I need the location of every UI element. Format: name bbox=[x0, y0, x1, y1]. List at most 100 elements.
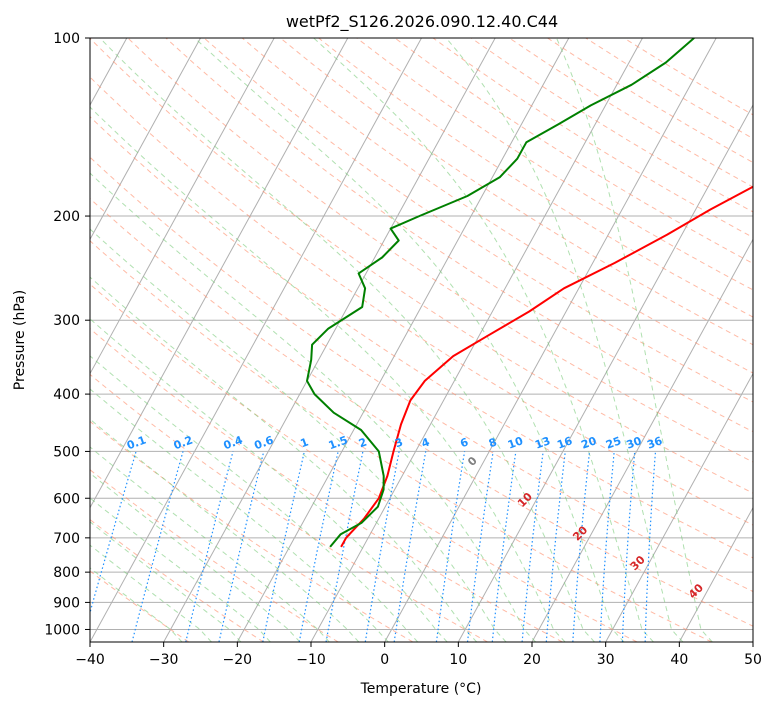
moist-adiabat-line bbox=[90, 497, 271, 642]
isotherm-line bbox=[752, 640, 753, 642]
dry-adiabat-line bbox=[585, 38, 753, 140]
moist-adiabat-line bbox=[90, 355, 419, 642]
mixing-ratio-label: 30 bbox=[625, 434, 644, 452]
plot-frame bbox=[89, 37, 754, 643]
y-tick-label: 1000 bbox=[44, 622, 80, 638]
mixing-ratio-line bbox=[218, 451, 265, 642]
x-tick-label: 30 bbox=[597, 652, 615, 668]
y-tick-label: 400 bbox=[53, 387, 80, 403]
dry-adiabat-line bbox=[280, 38, 753, 346]
plot-area: -100-90-80-70-60-50-40-30-20-100.10.20.4… bbox=[90, 38, 753, 642]
mixing-ratio-line bbox=[298, 451, 339, 642]
moist-adiabat-line bbox=[90, 228, 507, 642]
mixing-ratio-label: 0.2 bbox=[172, 433, 195, 452]
dry-adiabat-line bbox=[90, 116, 753, 559]
moist-adiabat-line bbox=[313, 38, 654, 642]
moist-adiabat-line bbox=[194, 38, 625, 642]
mixing-ratio-label: 4 bbox=[420, 435, 432, 450]
isotherm-line bbox=[531, 238, 753, 642]
x-axis-label: Temperature (°C) bbox=[360, 681, 482, 697]
isotherm-line bbox=[90, 38, 275, 375]
isotherm-line bbox=[678, 506, 753, 642]
mixing-ratio-label: 0.4 bbox=[222, 433, 245, 452]
x-tick-label: 40 bbox=[670, 652, 688, 668]
dry-adiabat-line bbox=[356, 38, 753, 291]
y-tick-label: 800 bbox=[53, 565, 80, 581]
dry-adiabat-line bbox=[90, 570, 190, 642]
isotherm-line bbox=[90, 38, 422, 642]
mixing-ratio-line bbox=[393, 451, 427, 642]
mixing-ratio-label: 8 bbox=[487, 436, 499, 451]
mixing-ratio-label: 36 bbox=[645, 434, 664, 452]
moist-adiabat-line bbox=[99, 38, 595, 642]
moist-adiabat-line bbox=[90, 418, 360, 642]
dry-adiabat-line bbox=[432, 38, 753, 238]
mixing-ratio-line bbox=[491, 451, 517, 642]
dry-adiabat-line bbox=[90, 240, 712, 642]
mixing-ratio-line bbox=[572, 451, 591, 642]
moist-adiabat-line bbox=[90, 276, 478, 642]
mixing-ratio-label: 2 bbox=[357, 436, 369, 451]
isotherm-line bbox=[236, 38, 570, 642]
mixing-ratio-line bbox=[185, 451, 234, 642]
isotherm-line bbox=[90, 38, 349, 509]
dry-adiabat-line bbox=[90, 156, 753, 593]
mixing-ratio-label: 13 bbox=[533, 434, 552, 451]
dry-adiabat-line bbox=[90, 197, 753, 627]
mixing-ratio-label: 10 bbox=[506, 434, 525, 452]
moist-adiabat-line bbox=[90, 544, 212, 642]
moist-adiabat-line bbox=[445, 38, 684, 642]
moist-adiabat-line bbox=[90, 446, 330, 642]
dry-adiabat-line bbox=[241, 38, 753, 374]
y-tick-label: 600 bbox=[53, 491, 80, 507]
dry-adiabat-line bbox=[165, 38, 753, 433]
x-tick-label: −20 bbox=[223, 652, 253, 668]
dry-adiabat-line bbox=[203, 38, 753, 403]
x-tick-label: 50 bbox=[744, 652, 762, 668]
dewpoint-profile bbox=[306, 38, 695, 548]
moist-adiabat-line bbox=[90, 472, 301, 642]
dry-adiabat-line bbox=[90, 420, 414, 642]
mixing-ratio-label: 0.1 bbox=[125, 433, 148, 452]
moist-adiabat-line bbox=[90, 388, 389, 642]
dry-adiabat-line bbox=[90, 38, 753, 494]
mixing-ratio-label: 20 bbox=[579, 434, 598, 452]
moist-adiabat-line bbox=[90, 172, 537, 642]
y-tick-label: 300 bbox=[53, 313, 80, 329]
chart-title: wetPf2_S126.2026.090.12.40.C44 bbox=[286, 12, 558, 32]
mixing-ratio-label: 25 bbox=[604, 434, 623, 451]
moist-adiabat-line bbox=[556, 38, 713, 642]
x-tick-label: −40 bbox=[75, 652, 105, 668]
mixing-ratio-label: 1 bbox=[299, 436, 311, 451]
x-tick-label: 0 bbox=[380, 652, 389, 668]
mixing-ratio-line bbox=[131, 451, 184, 642]
mixing-ratio-label: 0.6 bbox=[252, 433, 275, 452]
moist-adiabat-line bbox=[90, 567, 183, 642]
mixing-ratio-line bbox=[435, 451, 466, 642]
y-axis-label: Pressure (hPa) bbox=[12, 290, 28, 390]
moist-adiabat-line bbox=[90, 318, 448, 642]
mixing-ratio-label: 6 bbox=[458, 435, 470, 450]
dry-adiabat-line bbox=[90, 76, 753, 526]
moist-adiabat-line bbox=[90, 521, 242, 642]
mixing-ratio-label: 3 bbox=[393, 436, 405, 451]
mixing-ratio-line bbox=[90, 451, 137, 615]
x-tick-label: −10 bbox=[296, 652, 326, 668]
y-tick-label: 100 bbox=[53, 31, 80, 47]
isotherm-line bbox=[163, 38, 496, 642]
dry-adiabat-line bbox=[318, 38, 753, 318]
mixing-ratio-line bbox=[466, 451, 494, 642]
mixing-ratio-label: 16 bbox=[555, 434, 574, 452]
dry-adiabat-line bbox=[90, 518, 264, 642]
mixing-ratio-label: 1.5 bbox=[327, 433, 350, 452]
x-tick-label: 20 bbox=[523, 652, 541, 668]
dry-adiabat-line bbox=[623, 38, 753, 116]
isotherm-line bbox=[605, 372, 753, 642]
x-tick-label: 10 bbox=[449, 652, 467, 668]
mixing-ratio-line bbox=[521, 451, 544, 642]
moist-adiabat-label: 0 bbox=[465, 454, 480, 469]
dry-adiabat-line bbox=[90, 469, 339, 642]
mixing-ratio-line bbox=[621, 451, 636, 642]
mixing-ratio-line bbox=[262, 451, 305, 642]
